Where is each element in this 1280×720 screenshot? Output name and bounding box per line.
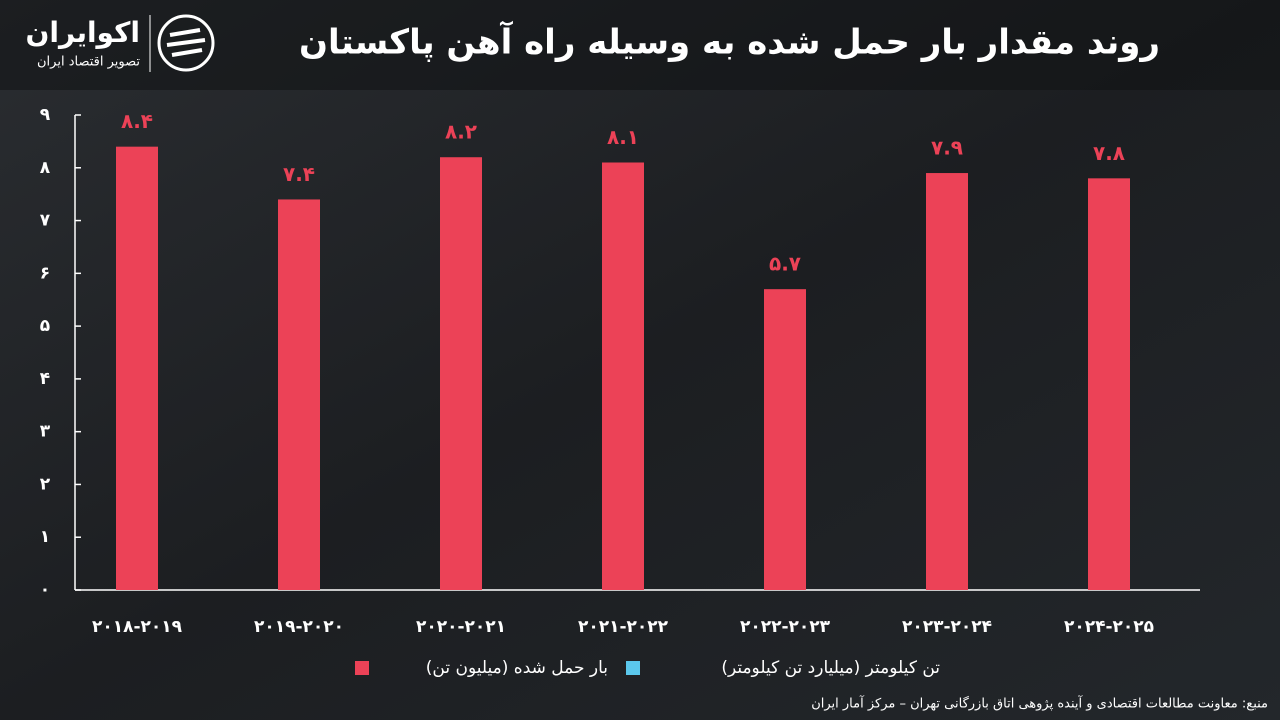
bar (1088, 178, 1130, 591)
x-tick-label: ۲۰۲۴-۲۰۲۵ (1064, 617, 1154, 637)
x-tick-label: ۲۰۲۳-۲۰۲۴ (902, 617, 992, 637)
bar (764, 289, 806, 590)
y-tick-label: ۸ (40, 158, 51, 178)
bar (278, 199, 320, 590)
chart-title: روند مقدار بار حمل شده به وسیله راه آهن … (299, 21, 1160, 63)
value-label: ۵.۷ (769, 252, 801, 276)
bar (926, 173, 968, 591)
y-tick-label: ۱ (40, 527, 50, 547)
x-tick-label: ۲۰۲۰-۲۰۲۱ (416, 617, 506, 637)
y-tick-label: ۳ (40, 422, 51, 442)
brand-tagline: تصویر اقتصاد ایران (37, 55, 140, 70)
y-tick-label: ۶ (40, 263, 50, 283)
source: منبع: معاونت مطالعات اقتصادی و آینده پژو… (811, 695, 1268, 712)
value-label: ۸.۱ (607, 125, 639, 149)
bar (440, 157, 482, 590)
value-label: ۷.۸ (1093, 141, 1125, 165)
value-label: ۸.۲ (445, 120, 477, 144)
legend-label: بار حمل شده (میلیون تن) (426, 658, 608, 678)
y-tick-label: ۹ (40, 105, 51, 125)
y-tick-label: ۲ (40, 474, 51, 494)
value-label: ۸.۴ (121, 109, 153, 133)
x-tick-label: ۲۰۲۲-۲۰۲۳ (740, 617, 831, 637)
y-tick-label: ۴ (40, 369, 50, 389)
x-tick-label: ۲۰۱۸-۲۰۱۹ (92, 617, 183, 637)
x-tick-label: ۲۰۲۱-۲۰۲۲ (578, 617, 669, 637)
legend-label: تن کیلومتر (میلیارد تن کیلومتر) (721, 658, 940, 678)
logo-icon (157, 14, 215, 72)
brand-name: اکوایران (26, 16, 140, 49)
legend-swatch (355, 661, 369, 675)
legend-swatch (626, 661, 640, 675)
y-tick-label: ۵ (40, 316, 50, 336)
y-tick-label: ۰ (40, 580, 50, 600)
value-label: ۷.۹ (931, 136, 963, 160)
value-label: ۷.۴ (283, 162, 315, 186)
bar (116, 146, 158, 590)
bar (602, 162, 644, 590)
x-tick-label: ۲۰۱۹-۲۰۲۰ (254, 617, 344, 637)
y-tick-label: ۷ (40, 211, 51, 231)
